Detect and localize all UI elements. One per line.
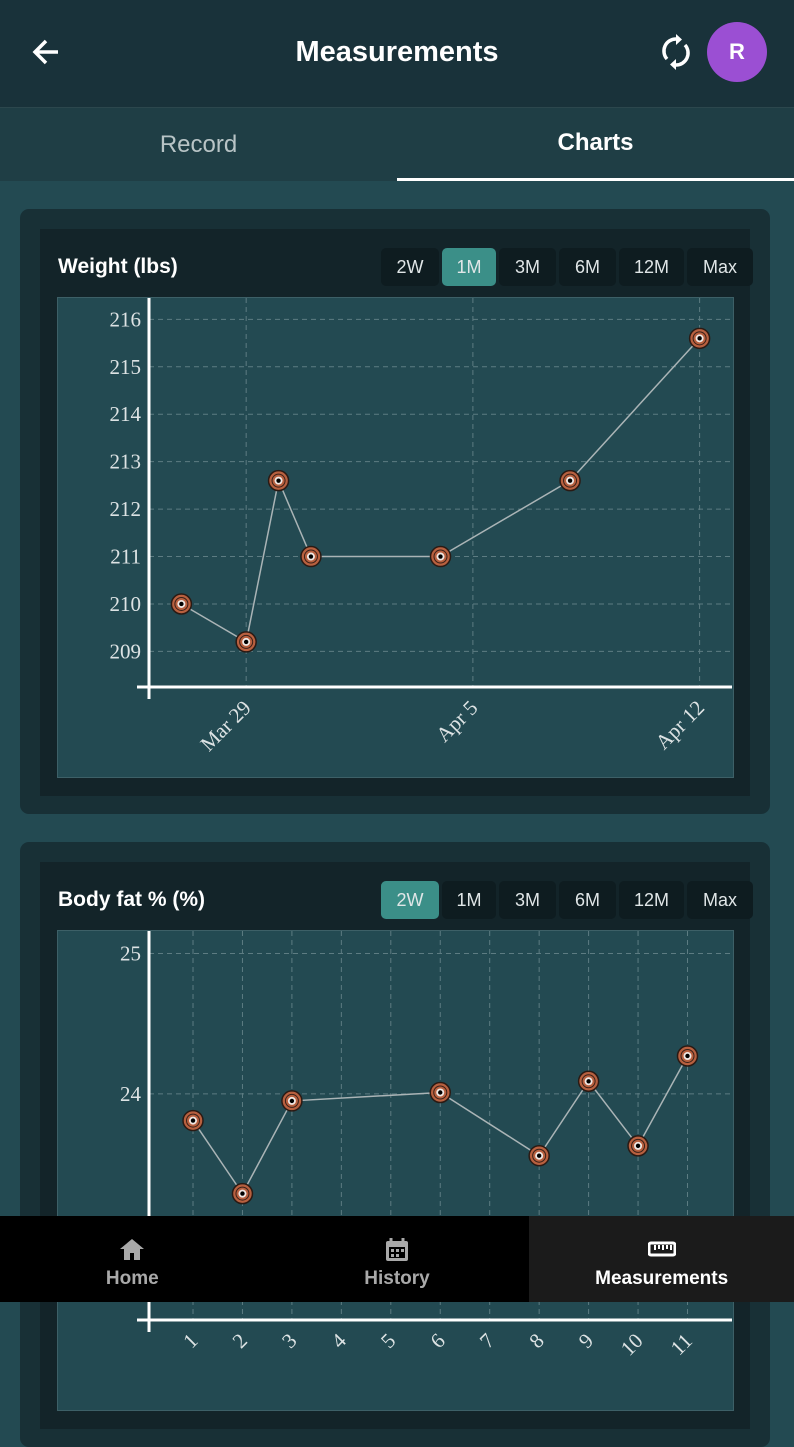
range-button[interactable]: 6M [559,881,616,919]
y-tick-label: 210 [110,592,142,616]
point-ring [186,1113,201,1128]
y-tick-label: 24 [120,1082,142,1106]
x-tick-label: 8 [524,1329,548,1353]
x-tick-label: 3 [277,1329,301,1353]
header: Measurements R [0,0,794,108]
nav-item[interactable]: History [265,1216,530,1302]
nav-label: Measurements [595,1268,729,1289]
nav-icon [385,1238,408,1261]
range-button[interactable]: 3M [499,881,556,919]
point-ring [235,1186,250,1201]
y-tick-label: 25 [120,941,141,965]
range-button[interactable]: 1M [442,248,496,286]
y-tick-label: 213 [110,450,142,474]
plot: 209 210 211 212 213 214 215 216 Mar 29 Apr 5 Apr 1… [57,297,734,778]
point-ring [692,331,707,346]
point-dot [685,1053,690,1059]
point-ring [631,1138,646,1153]
point-ring [303,549,318,564]
x-tick-label: 1 [178,1329,202,1353]
point-ring [239,634,254,649]
point-dot [635,1143,641,1149]
nav-item[interactable]: Measurements [529,1216,794,1302]
point-dot [289,1098,295,1104]
range-button[interactable]: Max [687,248,753,286]
point-ring [680,1048,695,1063]
range-button[interactable]: 12M [619,248,684,286]
y-tick-label: 212 [110,497,142,521]
line [181,337,701,644]
range-button[interactable]: Max [687,881,753,919]
chart-title: Weight (lbs) [58,255,178,278]
point-ring [433,549,448,564]
x-tick-label: 9 [574,1329,598,1353]
nav-item[interactable]: Home [0,1216,265,1302]
point-dot [697,336,702,341]
point-dot [586,1079,591,1084]
tab-bar: Record Charts [0,108,794,181]
x-tick-label: 11 [666,1329,697,1360]
line [192,1055,689,1196]
y-tick-label: 215 [110,355,142,379]
point-dot [438,554,443,559]
y-tick-label: 214 [110,402,142,426]
x-tick-label: 4 [326,1328,351,1353]
range-button[interactable]: 3M [499,248,556,286]
x-tick-label: 10 [616,1329,648,1361]
point-dot [179,601,184,607]
sync-button[interactable] [659,34,693,70]
point-dot [438,1090,443,1095]
chart-title: Body fat % (%) [58,888,205,911]
point-ring [174,596,189,611]
x-tick-label: Apr 12 [651,696,710,755]
nav-icon [120,1239,145,1260]
point-ring [581,1074,596,1089]
point-ring [532,1148,547,1163]
point-dot [243,639,249,645]
x-tick-label: 5 [376,1329,400,1353]
point-dot [308,554,314,559]
x-tick-label: 7 [475,1329,499,1353]
point-ring [271,473,286,488]
tab[interactable]: Charts [397,108,794,181]
plot: 24 25 1 2 3 4 5 6 7 8 9 10 11 [57,930,734,1411]
avatar[interactable]: R [707,22,767,82]
point-ring [563,473,578,488]
point-dot [276,478,281,483]
x-tick-label: 6 [425,1329,449,1353]
bottom-nav: Home History Measurements [0,1216,794,1302]
range-button[interactable]: 6M [559,248,616,286]
y-tick-label: 216 [110,307,142,331]
point-dot [240,1191,245,1196]
y-tick-label: 211 [110,545,141,569]
x-tick-label: 2 [228,1329,252,1353]
point-dot [567,478,573,483]
tab[interactable]: Record [159,131,238,158]
back-button[interactable] [30,36,62,68]
point-dot [536,1153,542,1158]
y-tick-label: 209 [110,639,142,663]
point-ring [433,1085,448,1100]
range-button[interactable]: 12M [619,881,684,919]
range-button[interactable]: 2W [381,881,439,919]
nav-icon [647,1241,676,1257]
title: Measurements [295,36,499,68]
point-ring [284,1093,299,1108]
nav-label: Home [105,1268,159,1289]
x-tick-label: Mar 29 [195,696,255,756]
range-button[interactable]: 1M [442,881,496,919]
range-button[interactable]: 2W [381,248,439,286]
x-tick-label: Apr 5 [431,696,482,747]
nav-label: History [364,1268,430,1289]
point-dot [190,1118,196,1123]
